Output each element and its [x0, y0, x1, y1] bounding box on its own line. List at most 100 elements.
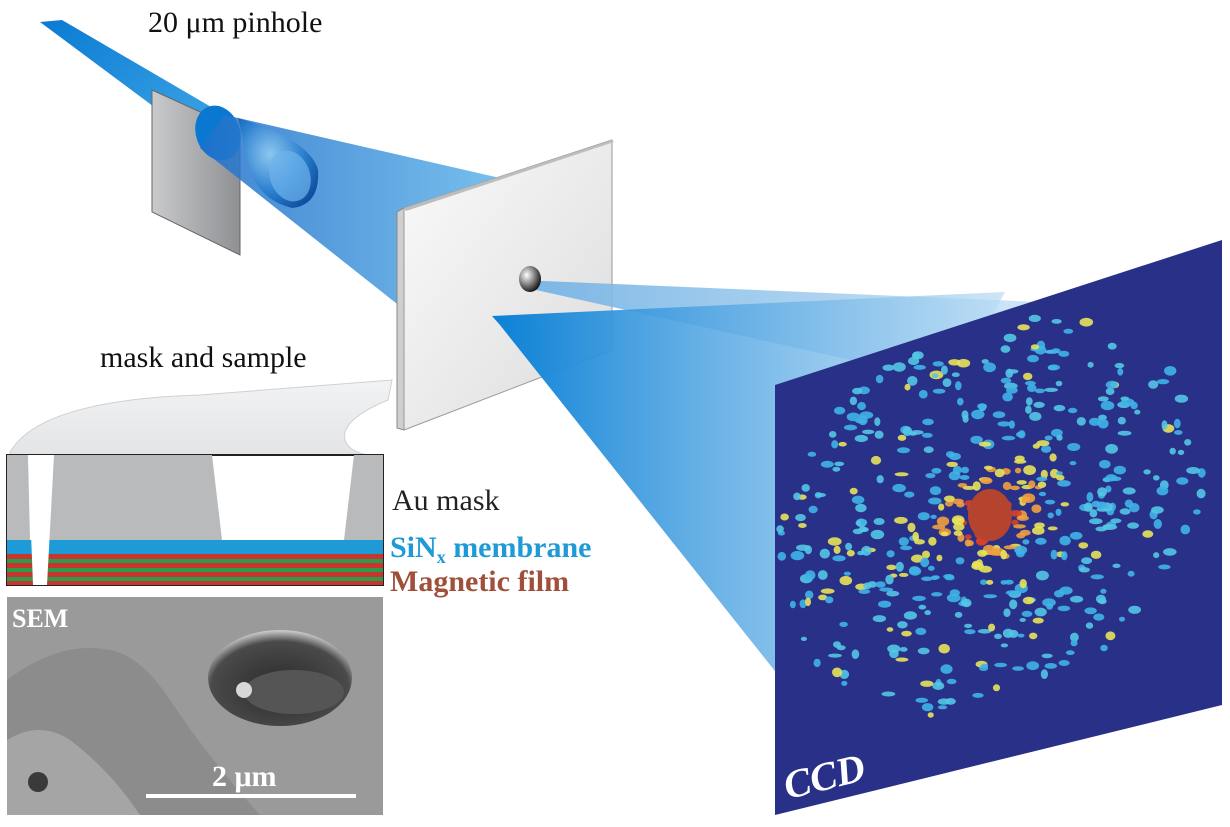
speckle	[917, 512, 930, 521]
speckle	[1169, 447, 1176, 455]
au-mask-block-1	[7, 455, 30, 540]
speckle	[849, 487, 858, 495]
speckle	[1050, 468, 1059, 479]
speckle	[832, 667, 843, 678]
speckle	[1051, 319, 1062, 324]
speckle	[951, 515, 965, 525]
speckle	[920, 557, 930, 568]
speckle	[819, 548, 830, 559]
speckle	[846, 549, 855, 557]
speckle	[943, 574, 954, 579]
speckle	[922, 418, 934, 426]
speckle	[1008, 629, 1019, 638]
speckle	[857, 402, 866, 411]
speckle	[1019, 579, 1027, 589]
speckle	[1061, 551, 1068, 561]
speckle	[804, 570, 816, 580]
speckle	[1100, 588, 1107, 594]
speckle	[870, 529, 885, 540]
au-mask-block-2	[44, 455, 222, 540]
speckle	[1044, 387, 1058, 392]
speckle	[1059, 586, 1073, 595]
speckle	[917, 647, 930, 655]
speckle	[889, 649, 899, 659]
speckle	[1023, 465, 1036, 476]
speckle	[1030, 344, 1040, 350]
speckle	[945, 698, 956, 705]
speckle	[1107, 342, 1117, 350]
speckle	[874, 417, 881, 427]
speckle	[1081, 557, 1093, 565]
cross-section	[6, 454, 384, 586]
speckle	[964, 623, 973, 629]
speckle	[957, 397, 964, 406]
speckle	[834, 406, 846, 415]
speckle	[988, 623, 996, 632]
speckle	[836, 645, 846, 651]
speckle	[940, 531, 949, 536]
through-hole	[28, 455, 54, 585]
speckle	[1059, 535, 1071, 546]
speckle	[1180, 524, 1191, 535]
speckle	[1127, 522, 1139, 529]
sinx-layer	[7, 540, 383, 554]
speckle	[1184, 439, 1192, 446]
speckle	[945, 500, 953, 507]
speckle	[843, 424, 858, 431]
speckle	[1142, 530, 1154, 538]
speckle	[1017, 633, 1025, 638]
speckle	[912, 351, 920, 360]
speckle	[831, 440, 839, 449]
speckle	[1031, 504, 1042, 513]
speckle	[902, 426, 913, 437]
speckle	[807, 451, 817, 457]
speckle	[1130, 401, 1138, 410]
speckle	[903, 611, 918, 620]
speckle	[928, 536, 937, 546]
speckle	[907, 522, 916, 533]
speckle	[1069, 461, 1077, 466]
speckle	[1032, 443, 1040, 449]
speckle	[1156, 486, 1169, 496]
speckle	[838, 441, 847, 447]
speckle	[1100, 644, 1108, 652]
speckle	[1002, 392, 1013, 402]
speckle	[832, 466, 841, 472]
speckle	[912, 595, 926, 602]
speckle	[1099, 459, 1111, 469]
speckle	[1049, 453, 1057, 462]
speckle	[793, 492, 801, 501]
speckle	[924, 610, 931, 616]
speckle	[940, 365, 948, 375]
speckle	[886, 627, 894, 632]
speckle	[932, 388, 946, 394]
speckle	[1017, 430, 1026, 439]
speckle	[1117, 416, 1126, 425]
speckle	[1069, 531, 1083, 540]
speckle	[854, 434, 868, 443]
speckle	[805, 597, 811, 607]
speckle	[1055, 508, 1062, 516]
speckle	[1097, 396, 1109, 402]
speckle	[1153, 552, 1160, 559]
speckle	[925, 473, 936, 479]
speckle	[828, 653, 842, 658]
speckle	[1009, 485, 1020, 491]
speckle	[1122, 487, 1136, 495]
speckle	[929, 486, 942, 496]
speckle	[952, 465, 962, 475]
speckle	[932, 361, 944, 367]
sinx-base: SiN	[390, 531, 437, 564]
speckle	[1022, 539, 1030, 545]
speckle	[825, 596, 834, 604]
speckle	[1090, 550, 1102, 559]
speckle	[841, 680, 848, 686]
speckle	[986, 579, 994, 585]
speckle	[908, 566, 922, 576]
speckle	[970, 435, 983, 444]
speckle	[1083, 502, 1093, 512]
speckle	[1117, 368, 1124, 376]
speckle	[1000, 643, 1009, 648]
